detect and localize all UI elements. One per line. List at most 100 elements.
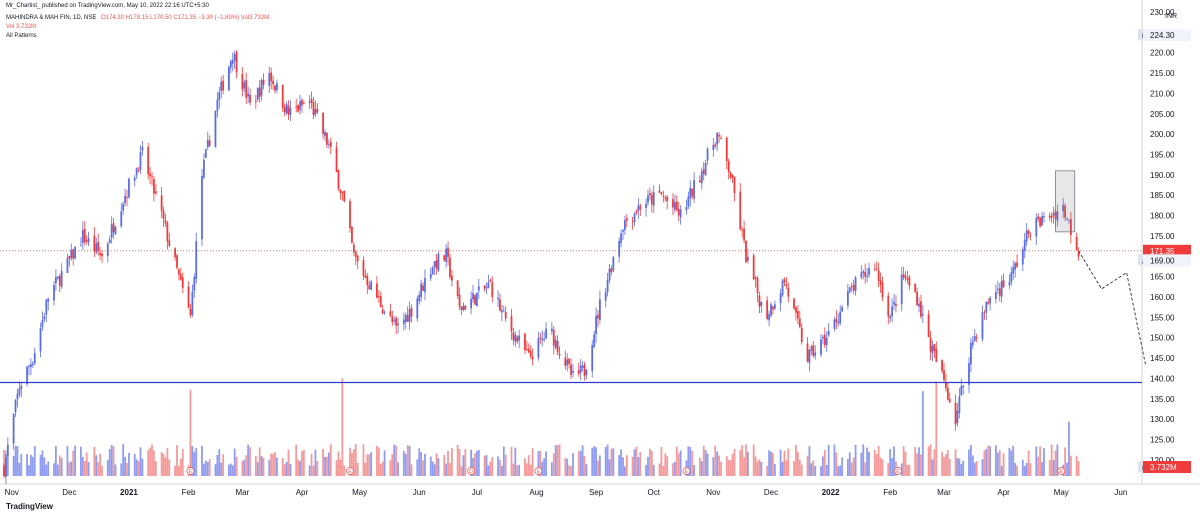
candle-body xyxy=(97,242,100,252)
candle-body xyxy=(247,93,250,97)
candle-body xyxy=(179,274,182,280)
volume-bar xyxy=(137,461,140,476)
candle-body xyxy=(154,191,157,194)
candle-body xyxy=(868,268,870,275)
candle-body xyxy=(954,402,957,425)
volume-bar xyxy=(56,464,59,476)
y-tick-label: 180.00 xyxy=(1150,212,1175,221)
candle-body xyxy=(731,175,734,178)
volume-bar xyxy=(477,449,480,476)
volume-bar xyxy=(489,461,492,476)
candle-body xyxy=(612,257,615,271)
candle-body xyxy=(770,304,772,316)
candle-body xyxy=(873,269,876,271)
candle-body xyxy=(153,179,155,194)
candle-body xyxy=(848,287,851,292)
candle-body xyxy=(164,220,167,224)
volume-bar xyxy=(806,455,809,476)
candle-body xyxy=(877,270,880,281)
volume-bar xyxy=(178,466,180,476)
last-price-tag xyxy=(1143,244,1191,257)
candle-body xyxy=(945,381,947,389)
candle-body xyxy=(356,255,359,262)
symbol-name[interactable]: MAHINDRA & MAH FIN, 1D, NSE xyxy=(6,15,97,21)
candle-body xyxy=(779,293,782,304)
candle-body xyxy=(147,146,150,175)
volume-bar xyxy=(1054,450,1057,476)
candle-body xyxy=(862,271,865,273)
candle-body xyxy=(981,312,984,340)
volume-bar xyxy=(787,448,790,476)
candle-body xyxy=(902,274,905,277)
candle-body xyxy=(900,274,903,305)
candle-body xyxy=(83,228,86,243)
candle-body xyxy=(852,285,855,291)
candle-body xyxy=(124,195,127,203)
volume-bar xyxy=(475,450,478,476)
candle-body xyxy=(74,246,77,259)
volume-bar xyxy=(733,449,736,476)
candle-body xyxy=(672,199,674,208)
high-value-box xyxy=(1143,29,1191,42)
candle-body xyxy=(973,336,976,342)
volume-bar xyxy=(625,455,628,476)
volume-bar xyxy=(987,445,990,476)
volume-bar xyxy=(918,447,920,476)
candle-body xyxy=(1008,282,1011,285)
candle-body xyxy=(58,275,61,286)
candle-body xyxy=(712,144,715,151)
candle-body xyxy=(647,195,649,203)
volume-bar xyxy=(443,454,446,476)
volume-bar xyxy=(445,463,448,476)
volume-bar xyxy=(339,459,342,476)
y-tick-label: 160.00 xyxy=(1150,293,1175,302)
candle-body xyxy=(827,330,830,336)
candle-body xyxy=(1075,237,1078,251)
candle-body xyxy=(429,274,432,279)
candle-body xyxy=(664,197,667,199)
candle-body xyxy=(504,311,507,319)
candle-body xyxy=(289,108,292,115)
candle-body xyxy=(714,144,717,147)
x-tick-label: Nov xyxy=(706,488,720,497)
candle-body xyxy=(81,230,84,244)
candle-body xyxy=(908,277,911,286)
volume-bar xyxy=(204,460,207,476)
volume-bar xyxy=(1052,460,1055,476)
candle-body xyxy=(733,176,736,194)
volume-bar xyxy=(308,465,311,476)
candle-body xyxy=(879,280,882,285)
volume-bar xyxy=(677,453,680,476)
candle-body xyxy=(971,341,974,346)
volume-bar xyxy=(850,462,853,476)
candle-body xyxy=(218,92,221,101)
volume-bar xyxy=(231,465,234,476)
volume-bar xyxy=(329,444,332,476)
candle-body xyxy=(797,311,799,319)
tradingview-logo[interactable]: TradingView xyxy=(6,502,53,511)
event-marker xyxy=(534,467,543,475)
candle-body xyxy=(524,333,526,351)
candle-body xyxy=(122,203,125,211)
volume-bar xyxy=(585,464,588,476)
candle-body xyxy=(435,260,438,269)
candle-body xyxy=(985,301,988,313)
volume-bar xyxy=(960,463,963,476)
volume-bar xyxy=(927,446,930,476)
volume-bar xyxy=(754,456,757,476)
candle-body xyxy=(798,318,801,327)
candle-body xyxy=(470,299,473,309)
candle-body xyxy=(349,201,351,229)
volume-bar xyxy=(773,463,776,476)
volume-bar xyxy=(954,449,957,476)
candle-body xyxy=(597,314,599,319)
volume-bar xyxy=(12,455,15,476)
candle-body xyxy=(687,196,690,207)
volume-bar xyxy=(637,456,640,476)
indicator-all-patterns[interactable]: All Patterns xyxy=(6,33,37,39)
y-tick-label: 175.00 xyxy=(1150,232,1175,241)
volume-bar xyxy=(243,459,246,476)
candle-body xyxy=(1052,213,1055,216)
